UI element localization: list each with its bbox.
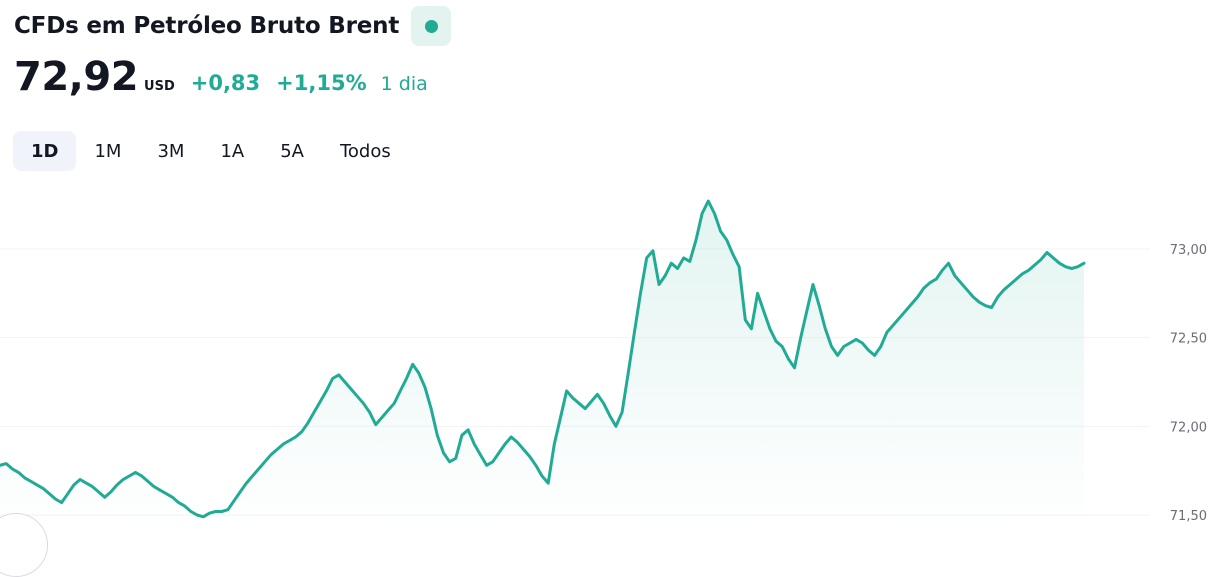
y-tick-label: 71,50 [1170,509,1207,524]
tab-1m[interactable]: 1M [94,140,122,162]
y-tick-label: 72,00 [1170,420,1207,435]
title-row: CFDs em Petróleo Bruto Brent [14,6,452,46]
market-open-dot-icon [424,19,438,33]
tab-5a[interactable]: 5A [280,140,304,162]
tab-1d[interactable]: 1D [13,131,77,171]
tab-todos[interactable]: Todos [339,140,391,162]
last-price: 72,92 [14,54,139,100]
price-change: +0,83 [190,71,261,95]
y-tick-label: 73,00 [1170,243,1207,258]
quote-header: CFDs em Petróleo Bruto Brent 72,92 USD +… [14,6,452,100]
currency-label: USD [144,79,175,94]
range-tabs: 1D 1M 3M 1A 5A Todos [13,131,409,171]
change-period: 1 dia [380,73,428,95]
price-area-fill [0,201,1084,530]
price-line-series [0,199,1086,519]
y-tick-label: 72,50 [1170,332,1207,347]
price-change-percent: +1,15% [276,71,367,95]
instrument-title: CFDs em Petróleo Bruto Brent [14,13,400,39]
price-chart[interactable]: 73,00 72,50 72,00 71,50 [0,180,1226,530]
tab-1a[interactable]: 1A [220,140,245,162]
price-row: 72,92 USD +0,83 +1,15% 1 dia [14,54,451,100]
tab-3m[interactable]: 3M [157,140,185,162]
market-status-badge[interactable] [411,6,452,46]
